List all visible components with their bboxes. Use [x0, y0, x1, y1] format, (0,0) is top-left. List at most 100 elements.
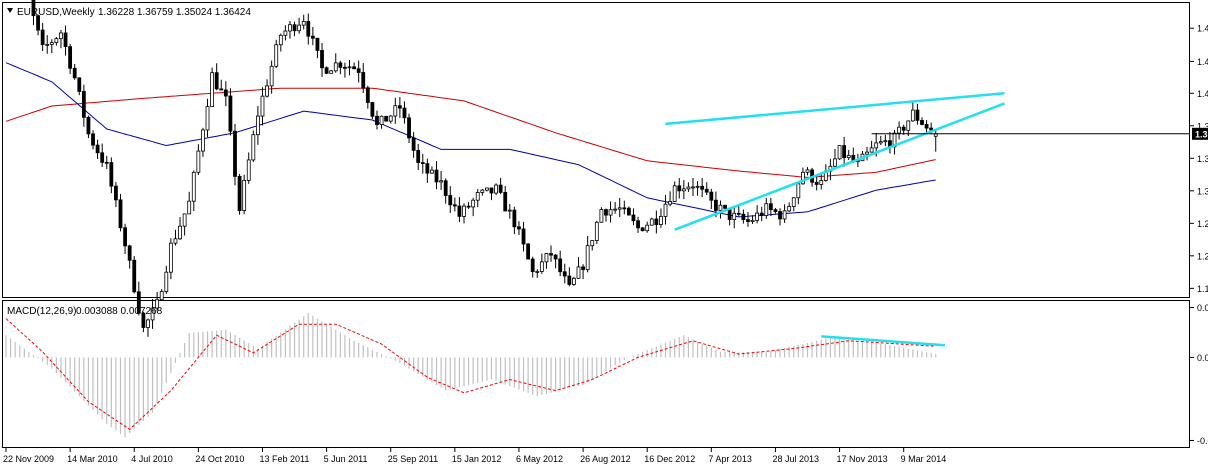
candle — [402, 101, 407, 124]
candle — [567, 267, 572, 287]
candle — [370, 101, 375, 120]
candle — [397, 96, 402, 118]
candle — [123, 223, 127, 254]
price-tick-label: 1.2 — [1197, 251, 1208, 261]
candle — [649, 217, 654, 226]
time-tick-label: 13 Feb 2011 — [259, 454, 309, 464]
candle — [214, 63, 219, 91]
candle — [626, 206, 631, 216]
candle — [475, 188, 480, 208]
price-trendline-2[interactable] — [674, 102, 1005, 231]
candle — [187, 191, 192, 215]
candle — [819, 172, 824, 190]
candle — [255, 106, 260, 145]
candle — [77, 77, 82, 96]
candle — [393, 97, 398, 124]
candle — [91, 130, 95, 150]
time-tick-label: 25 Sep 2011 — [388, 454, 438, 464]
candle — [411, 132, 416, 158]
candle — [517, 221, 521, 235]
candle — [132, 256, 137, 294]
candle — [471, 197, 476, 217]
candle — [251, 130, 256, 162]
candle — [572, 276, 576, 286]
candle — [205, 98, 210, 138]
candle — [95, 139, 100, 160]
candle — [36, 14, 40, 36]
candle — [897, 121, 901, 140]
candle — [168, 238, 173, 280]
candle — [301, 14, 306, 30]
triangle-down-icon[interactable] — [7, 8, 13, 13]
price-tick-label: 1.1 — [1197, 284, 1208, 294]
time-tick-label: 7 Apr 2013 — [708, 454, 752, 464]
candle — [347, 59, 352, 76]
candle — [54, 37, 59, 46]
candle — [288, 20, 292, 39]
candle — [141, 311, 146, 333]
candle — [489, 187, 494, 201]
candle — [283, 25, 288, 41]
candle — [59, 29, 63, 49]
candle — [659, 208, 663, 228]
symbol-label: EURUSD,Weekly — [17, 7, 95, 18]
candle — [640, 227, 645, 232]
time-tick-label: 28 Jul 2013 — [772, 454, 819, 464]
candle — [869, 140, 874, 153]
candle — [324, 66, 329, 75]
candle — [45, 35, 50, 54]
candle — [796, 182, 801, 205]
candle — [901, 124, 906, 135]
candle — [343, 62, 347, 78]
candle — [590, 240, 595, 251]
candle — [768, 197, 773, 217]
candle — [910, 101, 915, 122]
candle — [732, 206, 737, 229]
candle — [718, 200, 723, 219]
candle — [549, 245, 553, 262]
price-trendline-1[interactable] — [665, 92, 1005, 126]
candle — [434, 161, 439, 190]
candle — [379, 115, 384, 129]
candle — [915, 103, 920, 125]
macd-label: MACD(12,26,9) — [7, 306, 76, 317]
candle — [352, 62, 356, 70]
candle — [457, 197, 462, 223]
time-axis: 22 Nov 2009 14 Mar 2010 4 Jul 2010 24 Oct 2… — [3, 447, 946, 464]
candle — [164, 265, 169, 294]
candle — [430, 166, 434, 174]
ohlc-values: 1.36228 1.36759 1.35024 1.36424 — [98, 7, 251, 18]
candle — [480, 188, 485, 196]
price-tick-label: 1.3 — [1197, 154, 1208, 164]
candle — [865, 146, 869, 161]
candle — [645, 221, 650, 233]
candle — [439, 171, 444, 190]
macd-trendline[interactable] — [821, 335, 945, 347]
candle — [608, 201, 613, 223]
candle — [594, 220, 599, 244]
candle — [191, 170, 196, 212]
time-tick-label: 17 Nov 2013 — [837, 454, 888, 464]
candle — [109, 157, 114, 194]
candle — [709, 188, 714, 210]
candle — [315, 37, 320, 59]
candle — [31, 0, 36, 26]
candle — [842, 136, 847, 167]
candle — [535, 269, 540, 278]
candle — [118, 193, 123, 232]
time-tick-label: 26 Aug 2012 — [580, 454, 631, 464]
candle — [443, 178, 448, 204]
macd-panel-frame — [2, 300, 1190, 448]
candle — [654, 210, 659, 234]
candle — [416, 143, 421, 170]
candle — [407, 113, 411, 143]
candle — [814, 176, 819, 191]
candle — [100, 143, 105, 167]
candle — [104, 155, 109, 170]
candle — [72, 63, 77, 80]
candle — [778, 208, 782, 226]
candle — [448, 186, 453, 213]
candle — [333, 53, 338, 73]
candle — [507, 204, 512, 219]
